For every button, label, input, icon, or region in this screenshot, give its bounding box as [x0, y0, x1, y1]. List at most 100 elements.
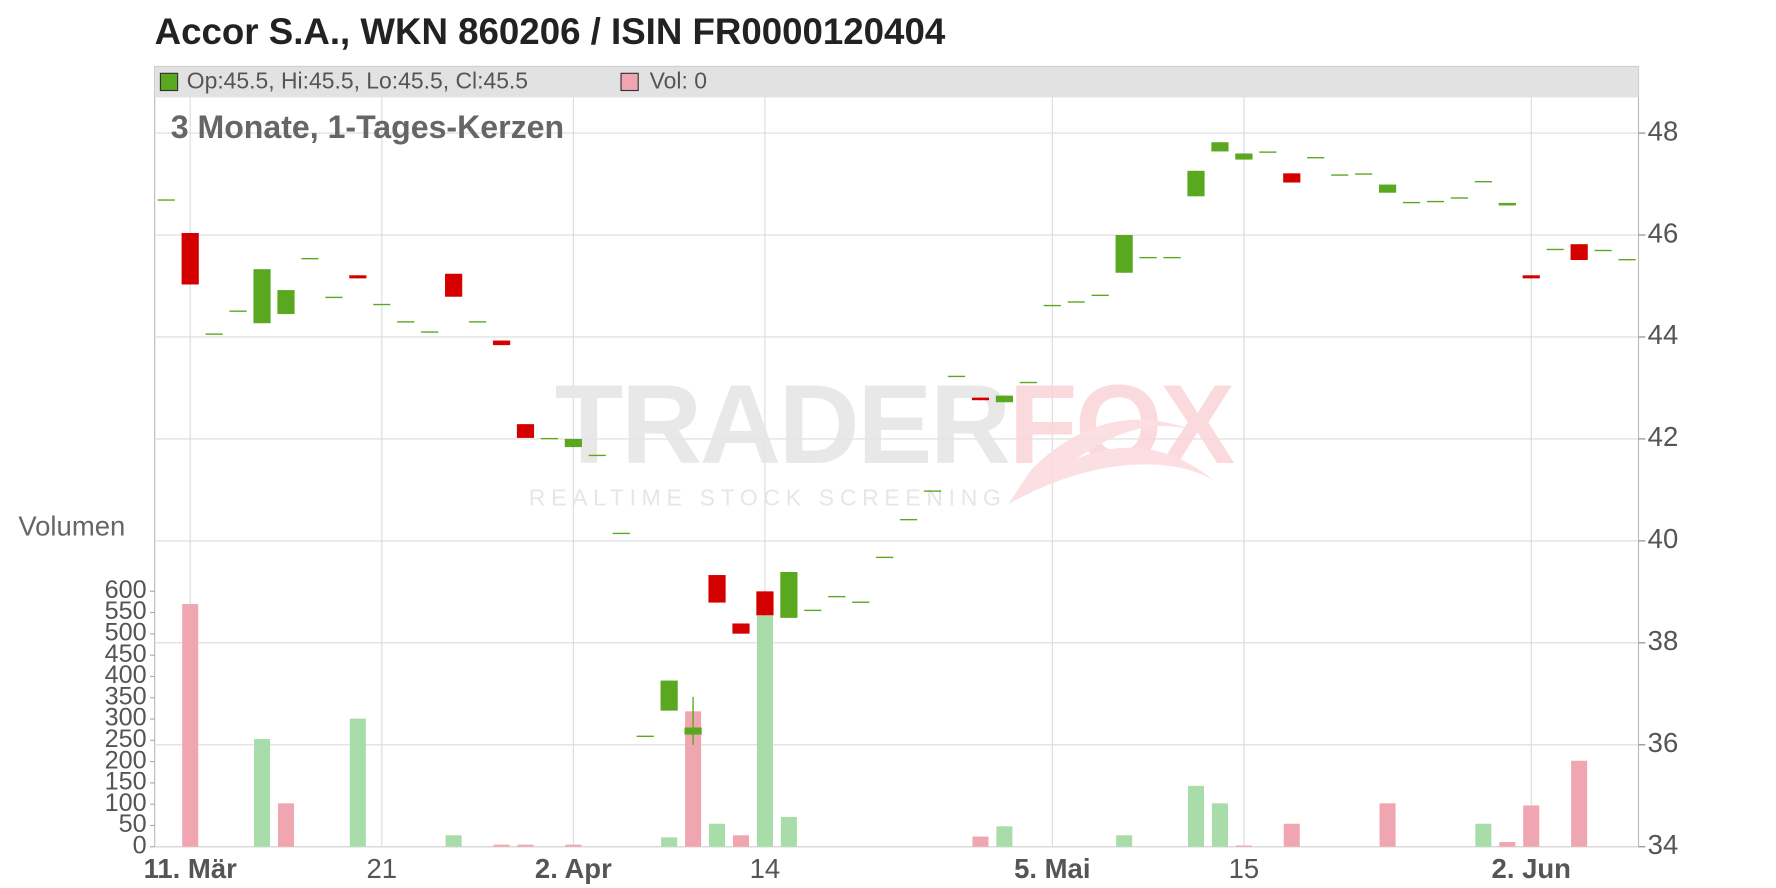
- candle-body: [181, 232, 199, 285]
- candle-body: [1091, 294, 1109, 297]
- candle-body: [1211, 142, 1229, 152]
- candle-body: [1115, 235, 1133, 273]
- candle-body: [325, 296, 343, 299]
- candle-body: [1402, 201, 1421, 204]
- volume-bar: [685, 711, 702, 847]
- volume-bar: [1499, 842, 1516, 847]
- candle-body: [1474, 180, 1492, 183]
- y2-tick-label: 450: [105, 640, 147, 668]
- candle-body: [253, 269, 271, 324]
- volume-bar: [1523, 805, 1540, 847]
- volume-bar: [996, 826, 1013, 847]
- candle-body: [1450, 197, 1469, 199]
- candle-body: [564, 438, 582, 448]
- candle-body: [468, 321, 487, 323]
- volume-bar: [493, 844, 510, 847]
- candle-body: [1283, 173, 1301, 183]
- candle-body: [588, 454, 606, 457]
- y2-axis-label: Volumen: [18, 510, 125, 541]
- candle-body: [349, 275, 367, 279]
- legend-swatch-price: [159, 72, 179, 92]
- candle-body: [780, 571, 798, 618]
- legend-swatch-volume: [620, 72, 639, 92]
- y-tick-label: 40: [1648, 523, 1679, 554]
- candle-body: [205, 333, 223, 335]
- y2-tick-label: 350: [105, 682, 147, 710]
- y-tick-label: 34: [1648, 829, 1679, 860]
- candle-body: [229, 310, 247, 312]
- y-tick-label: 46: [1648, 217, 1679, 248]
- volume-bar: [709, 823, 726, 847]
- candle-body: [1378, 184, 1397, 193]
- y2-tick-label: 500: [105, 619, 147, 647]
- y2-tick-label: 100: [105, 789, 147, 817]
- candle-body: [1594, 249, 1612, 252]
- y2-tick-label: 250: [105, 725, 147, 753]
- candle-body: [1331, 174, 1349, 176]
- candle-body: [157, 199, 175, 201]
- candle-body: [923, 490, 942, 492]
- volume-bar: [756, 615, 773, 847]
- x-tick-label: 11. Mär: [144, 853, 238, 884]
- volume-bar: [254, 739, 271, 847]
- axes: 34 36 38 40 42 44 46 48 050100150200250300350400…: [105, 115, 1679, 884]
- candle-body: [1187, 170, 1205, 197]
- candle-body: [1019, 381, 1037, 384]
- watermark-tagline: REALTIME STOCK SCREENING: [529, 485, 1007, 511]
- volume-bar: [445, 835, 462, 847]
- candle-body: [1522, 275, 1540, 279]
- x-tick-label: 2. Apr: [535, 853, 612, 884]
- candle-body: [971, 397, 990, 401]
- x-tick-label: 21: [366, 853, 397, 884]
- candle-body: [684, 727, 702, 735]
- candle-body: [612, 532, 630, 535]
- volume-bar: [1211, 803, 1228, 847]
- legend-volume: Vol: 0: [650, 68, 707, 94]
- candle-body: [708, 575, 726, 603]
- candle-body: [804, 609, 822, 612]
- candle-body: [756, 591, 774, 616]
- candle-body: [636, 735, 654, 737]
- volume-bar: [1235, 845, 1252, 847]
- candle-body: [1426, 200, 1445, 203]
- candle-body: [1163, 256, 1181, 259]
- volume-bar: [1475, 823, 1492, 847]
- volume-bar: [661, 837, 678, 847]
- candle-body: [1139, 256, 1157, 259]
- volume-bar: [182, 604, 199, 847]
- y2-tick-label: 550: [105, 597, 147, 625]
- candle-body: [1546, 248, 1564, 251]
- candle-body: [1307, 157, 1325, 159]
- y2-tick-label: 600: [105, 576, 147, 604]
- candle-body: [492, 340, 511, 346]
- candle-body: [540, 437, 559, 440]
- y2-tick-label: 200: [105, 746, 147, 774]
- y2-tick-label: 400: [105, 661, 147, 689]
- candle-body: [1498, 202, 1516, 206]
- y-tick-label: 36: [1648, 727, 1679, 758]
- volume-bar: [1116, 835, 1133, 847]
- volume-bar: [732, 835, 750, 847]
- y-tick-label: 44: [1648, 319, 1679, 350]
- x-tick-label: 15: [1229, 853, 1260, 884]
- chart-title: Accor S.A., WKN 860206 / ISIN FR00001204…: [155, 11, 946, 52]
- candle-body: [277, 290, 295, 315]
- legend-band: [154, 66, 1639, 98]
- candle-body: [828, 595, 846, 598]
- volume-bar: [972, 836, 989, 847]
- volume-bar: [1187, 785, 1205, 847]
- volume-bar: [349, 718, 366, 847]
- y2-tick-label: 150: [105, 768, 147, 796]
- candle-body: [445, 273, 463, 297]
- candle-body: [1355, 173, 1373, 175]
- candle-body: [732, 623, 750, 634]
- plot-frame: [154, 65, 1640, 848]
- candle-body: [1618, 258, 1636, 261]
- chart-subtitle: 3 Monate, 1-Tages-Kerzen: [171, 109, 564, 145]
- candle-body: [900, 518, 918, 521]
- y-tick-label: 48: [1648, 115, 1679, 146]
- volume-bar: [1571, 760, 1588, 847]
- y-tick-label: 42: [1648, 421, 1679, 452]
- candle-body: [1235, 153, 1253, 160]
